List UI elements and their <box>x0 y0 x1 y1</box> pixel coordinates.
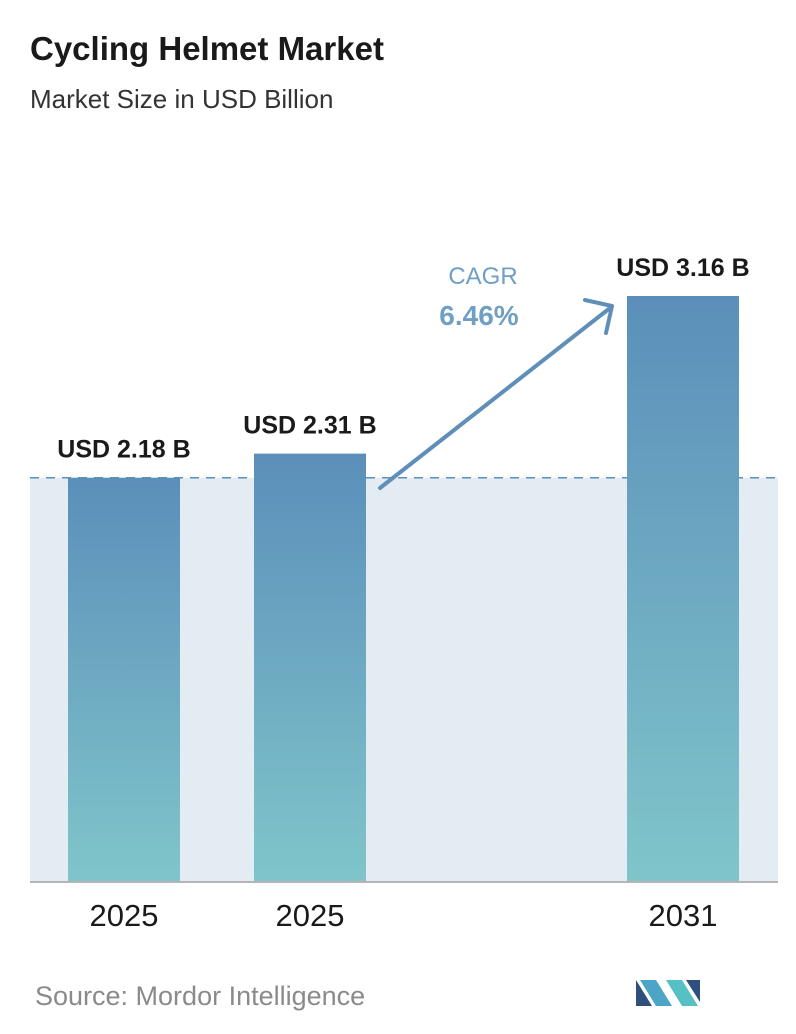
logo-part <box>640 980 672 1006</box>
source: Source: Mordor Intelligence <box>35 981 365 1011</box>
chart-title: Cycling Helmet Market <box>30 30 384 67</box>
bar <box>68 477 180 882</box>
arrow-head <box>583 298 614 335</box>
bar <box>627 296 739 882</box>
x-tick-label: 2031 <box>649 898 718 933</box>
logo-part <box>636 980 652 1006</box>
arrow-shaft <box>378 306 612 490</box>
cagr-arrow <box>378 298 614 490</box>
value-label: USD 2.18 B <box>57 436 190 464</box>
logo <box>636 980 700 1006</box>
value-label: USD 2.31 B <box>243 412 376 440</box>
x-tick-label: 2025 <box>90 898 159 933</box>
chart-subtitle: Market Size in USD Billion <box>30 84 333 114</box>
logo-part <box>686 980 700 1002</box>
x-tick-label: 2025 <box>276 898 345 933</box>
logo-part <box>666 980 698 1006</box>
bar <box>254 453 366 882</box>
value-label: USD 3.16 B <box>616 254 749 282</box>
cagr-label: CAGR <box>448 263 517 290</box>
background-layer <box>30 296 778 882</box>
cagr-value: 6.46% <box>439 300 518 331</box>
